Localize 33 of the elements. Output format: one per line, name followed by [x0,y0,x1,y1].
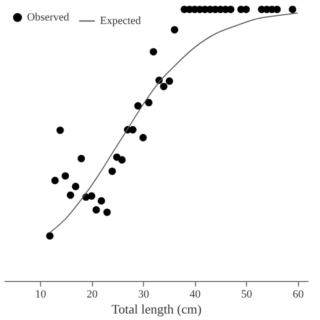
point [98,197,106,205]
point [150,48,158,56]
point [72,182,80,190]
point [166,77,174,85]
point [134,102,142,110]
point [92,206,100,214]
x-tick-label: 60 [292,288,304,300]
point [145,98,152,106]
point [160,82,168,90]
point [139,134,147,142]
point [62,172,70,180]
point [273,6,281,14]
point [227,6,234,14]
point [170,26,178,34]
legend-label: Observed [27,12,70,24]
x-tick-label: 30 [138,288,150,300]
x-tick-label: 10 [35,288,47,300]
x-tick-label: 50 [241,288,253,300]
point [88,192,96,200]
point [288,6,296,14]
point [56,126,64,134]
point [118,156,126,164]
legend-label: Expected [100,15,142,27]
point [66,191,74,199]
x-tick-label: 40 [190,288,202,300]
x-axis-title: Total length (cm) [111,302,202,316]
point [78,154,85,162]
point [46,232,54,240]
point [51,176,59,184]
point [108,168,116,175]
point [129,126,137,134]
point [103,208,111,216]
x-tick-label: 20 [86,288,98,300]
